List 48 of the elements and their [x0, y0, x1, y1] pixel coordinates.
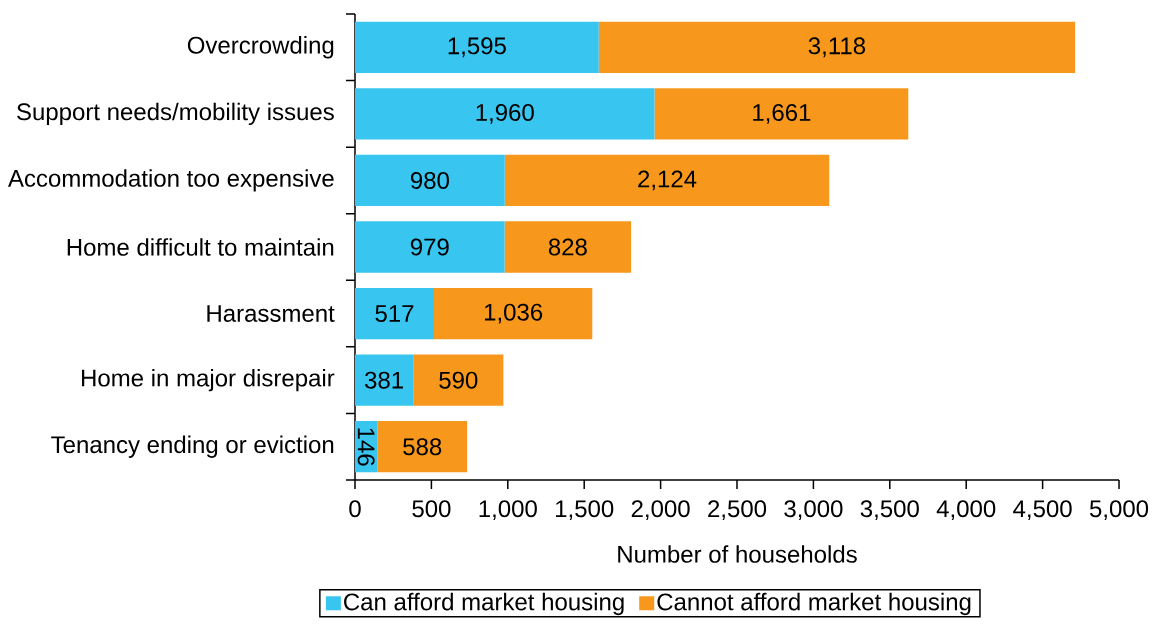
bar: [598, 21, 1076, 73]
legend-label: Cannot afford market housing: [657, 592, 971, 616]
x-tick-label: 0: [349, 500, 361, 518]
data-label: 980: [410, 171, 449, 189]
x-axis-title: Number of households: [618, 545, 857, 563]
y-tick-label: Harassment: [207, 305, 335, 322]
x-tick-label: 1,000: [479, 500, 537, 521]
data-label: 3,118: [808, 37, 866, 58]
data-label: 979: [410, 238, 449, 256]
bar: [654, 88, 909, 140]
x-tick-label: 5,000: [1089, 500, 1149, 521]
data-label: 1,595: [448, 37, 506, 58]
x-tick-label: 2,500: [708, 500, 767, 521]
y-tick-label: Support needs/mobility issues: [17, 102, 334, 126]
y-tick-label: Home difficult to maintain: [67, 238, 334, 256]
bar: [413, 354, 504, 406]
data-label: 590: [439, 371, 478, 389]
x-tick-label: 4,000: [936, 500, 996, 521]
bar: [355, 221, 505, 273]
data-label: 1,036: [484, 303, 543, 324]
x-tick-label: 500: [412, 500, 451, 518]
data-label: 2,124: [638, 170, 697, 191]
data-label: 517: [375, 305, 414, 322]
data-label: 1,661: [753, 103, 811, 124]
data-label: 146: [357, 428, 375, 466]
y-tick-label: Accommodation too expensive: [7, 169, 334, 192]
bar: [504, 154, 830, 207]
bar: [377, 421, 468, 473]
bar: [434, 287, 593, 340]
x-tick-label: 4,500: [1013, 500, 1072, 521]
x-tick-label: 3,500: [860, 500, 919, 521]
bar: [355, 354, 414, 406]
data-label: 588: [403, 438, 442, 456]
bar: [355, 287, 434, 340]
legend-label: Can afford market housing: [344, 592, 624, 616]
bar: [355, 21, 599, 73]
data-label: 1,960: [476, 103, 534, 124]
data-label: 381: [365, 371, 403, 389]
bar: [355, 88, 655, 140]
x-tick-label: 2,000: [631, 500, 690, 521]
bar: [355, 154, 505, 207]
y-tick-label: Home in major disrepair: [82, 368, 335, 392]
x-tick-label: 3,000: [784, 500, 843, 521]
y-tick-label: Tenancy ending or eviction: [51, 435, 334, 458]
x-tick-label: 1,500: [556, 500, 614, 521]
y-tick-label: Overcrowding: [187, 36, 334, 59]
data-label: 828: [548, 238, 587, 256]
bar: [504, 221, 632, 273]
